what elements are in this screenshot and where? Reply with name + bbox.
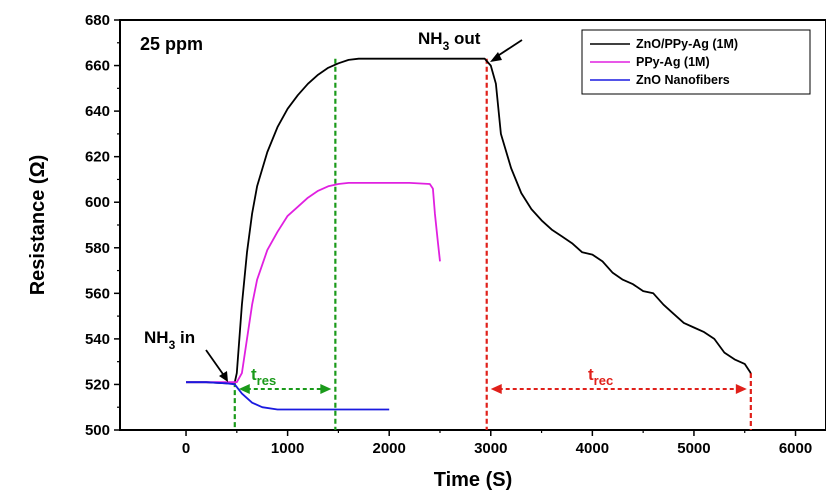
- svg-text:NH3 in: NH3 in: [144, 328, 195, 352]
- recovery-time-arrow-head-left: [490, 384, 502, 394]
- time-arrows: [238, 384, 747, 394]
- concentration-label: 25 ppm: [140, 34, 203, 54]
- y-tick-label: 540: [85, 331, 110, 348]
- gas-out-arrow-head: [490, 52, 502, 62]
- recovery-time-sub: rec: [594, 373, 614, 388]
- gas-out-label-sub: 3: [443, 39, 450, 53]
- gas-out-label-main: NH: [418, 29, 443, 48]
- gas-in-label-sub: 3: [169, 338, 176, 352]
- gas-in-label-rest: in: [175, 328, 195, 347]
- x-tick-label: 1000: [271, 440, 304, 457]
- x-tick-label: 4000: [576, 440, 609, 457]
- legend-label-1: PPy-Ag (1M): [636, 55, 710, 69]
- gas-out-annotation: NH3 out: [418, 29, 523, 62]
- series-line-2: [186, 381, 390, 411]
- y-tick-label: 660: [85, 58, 110, 75]
- x-axis-title: Time (S): [434, 469, 513, 491]
- y-tick-label: 620: [85, 149, 110, 166]
- y-tick-label: 560: [85, 285, 110, 302]
- response-time-arrow-head-right: [320, 384, 332, 394]
- y-axis-ticks: 500 520 540 560 580 600 620 640 660 680: [85, 12, 120, 439]
- gas-in-arrow-head: [219, 371, 228, 382]
- y-tick-label: 640: [85, 103, 110, 120]
- response-time-arrow-head-left: [238, 384, 250, 394]
- x-tick-label: 2000: [373, 440, 406, 457]
- x-tick-label: 6000: [779, 440, 812, 457]
- legend: ZnO/PPy-Ag (1M) PPy-Ag (1M) ZnO Nanofibe…: [581, 29, 811, 95]
- gas-in-arrow: [205, 349, 226, 378]
- gas-in-label-main: NH: [144, 328, 169, 347]
- gas-out-label-rest: out: [449, 29, 480, 48]
- series-layer: [186, 57, 752, 411]
- y-tick-label: 600: [85, 194, 110, 211]
- legend-label-2: ZnO Nanofibers: [636, 73, 730, 87]
- x-tick-label: 5000: [677, 440, 710, 457]
- x-tick-label: 3000: [474, 440, 507, 457]
- response-time-label: tres: [251, 365, 276, 388]
- y-tick-label: 500: [85, 422, 110, 439]
- recovery-time-main: t: [588, 365, 594, 384]
- gas-out-arrow: [495, 39, 523, 58]
- y-tick-label: 520: [85, 376, 110, 393]
- y-tick-label: 680: [85, 12, 110, 29]
- guide-lines: [233, 58, 752, 430]
- legend-label-0: ZnO/PPy-Ag (1M): [636, 37, 738, 51]
- gas-in-annotation: NH3 in: [144, 328, 228, 382]
- svg-text:NH3 out: NH3 out: [418, 29, 481, 53]
- x-axis-ticks: 0 1000 2000 3000 4000 5000 6000: [182, 430, 812, 457]
- recovery-time-label: trec: [588, 365, 613, 388]
- response-time-sub: res: [257, 373, 277, 388]
- y-tick-label: 580: [85, 240, 110, 257]
- series-line-1: [186, 181, 441, 384]
- y-axis-title: Resistance (Ω): [27, 155, 49, 296]
- x-tick-label: 0: [182, 440, 190, 457]
- series-line-0: [186, 57, 752, 385]
- response-time-main: t: [251, 365, 257, 384]
- recovery-time-arrow-head-right: [735, 384, 747, 394]
